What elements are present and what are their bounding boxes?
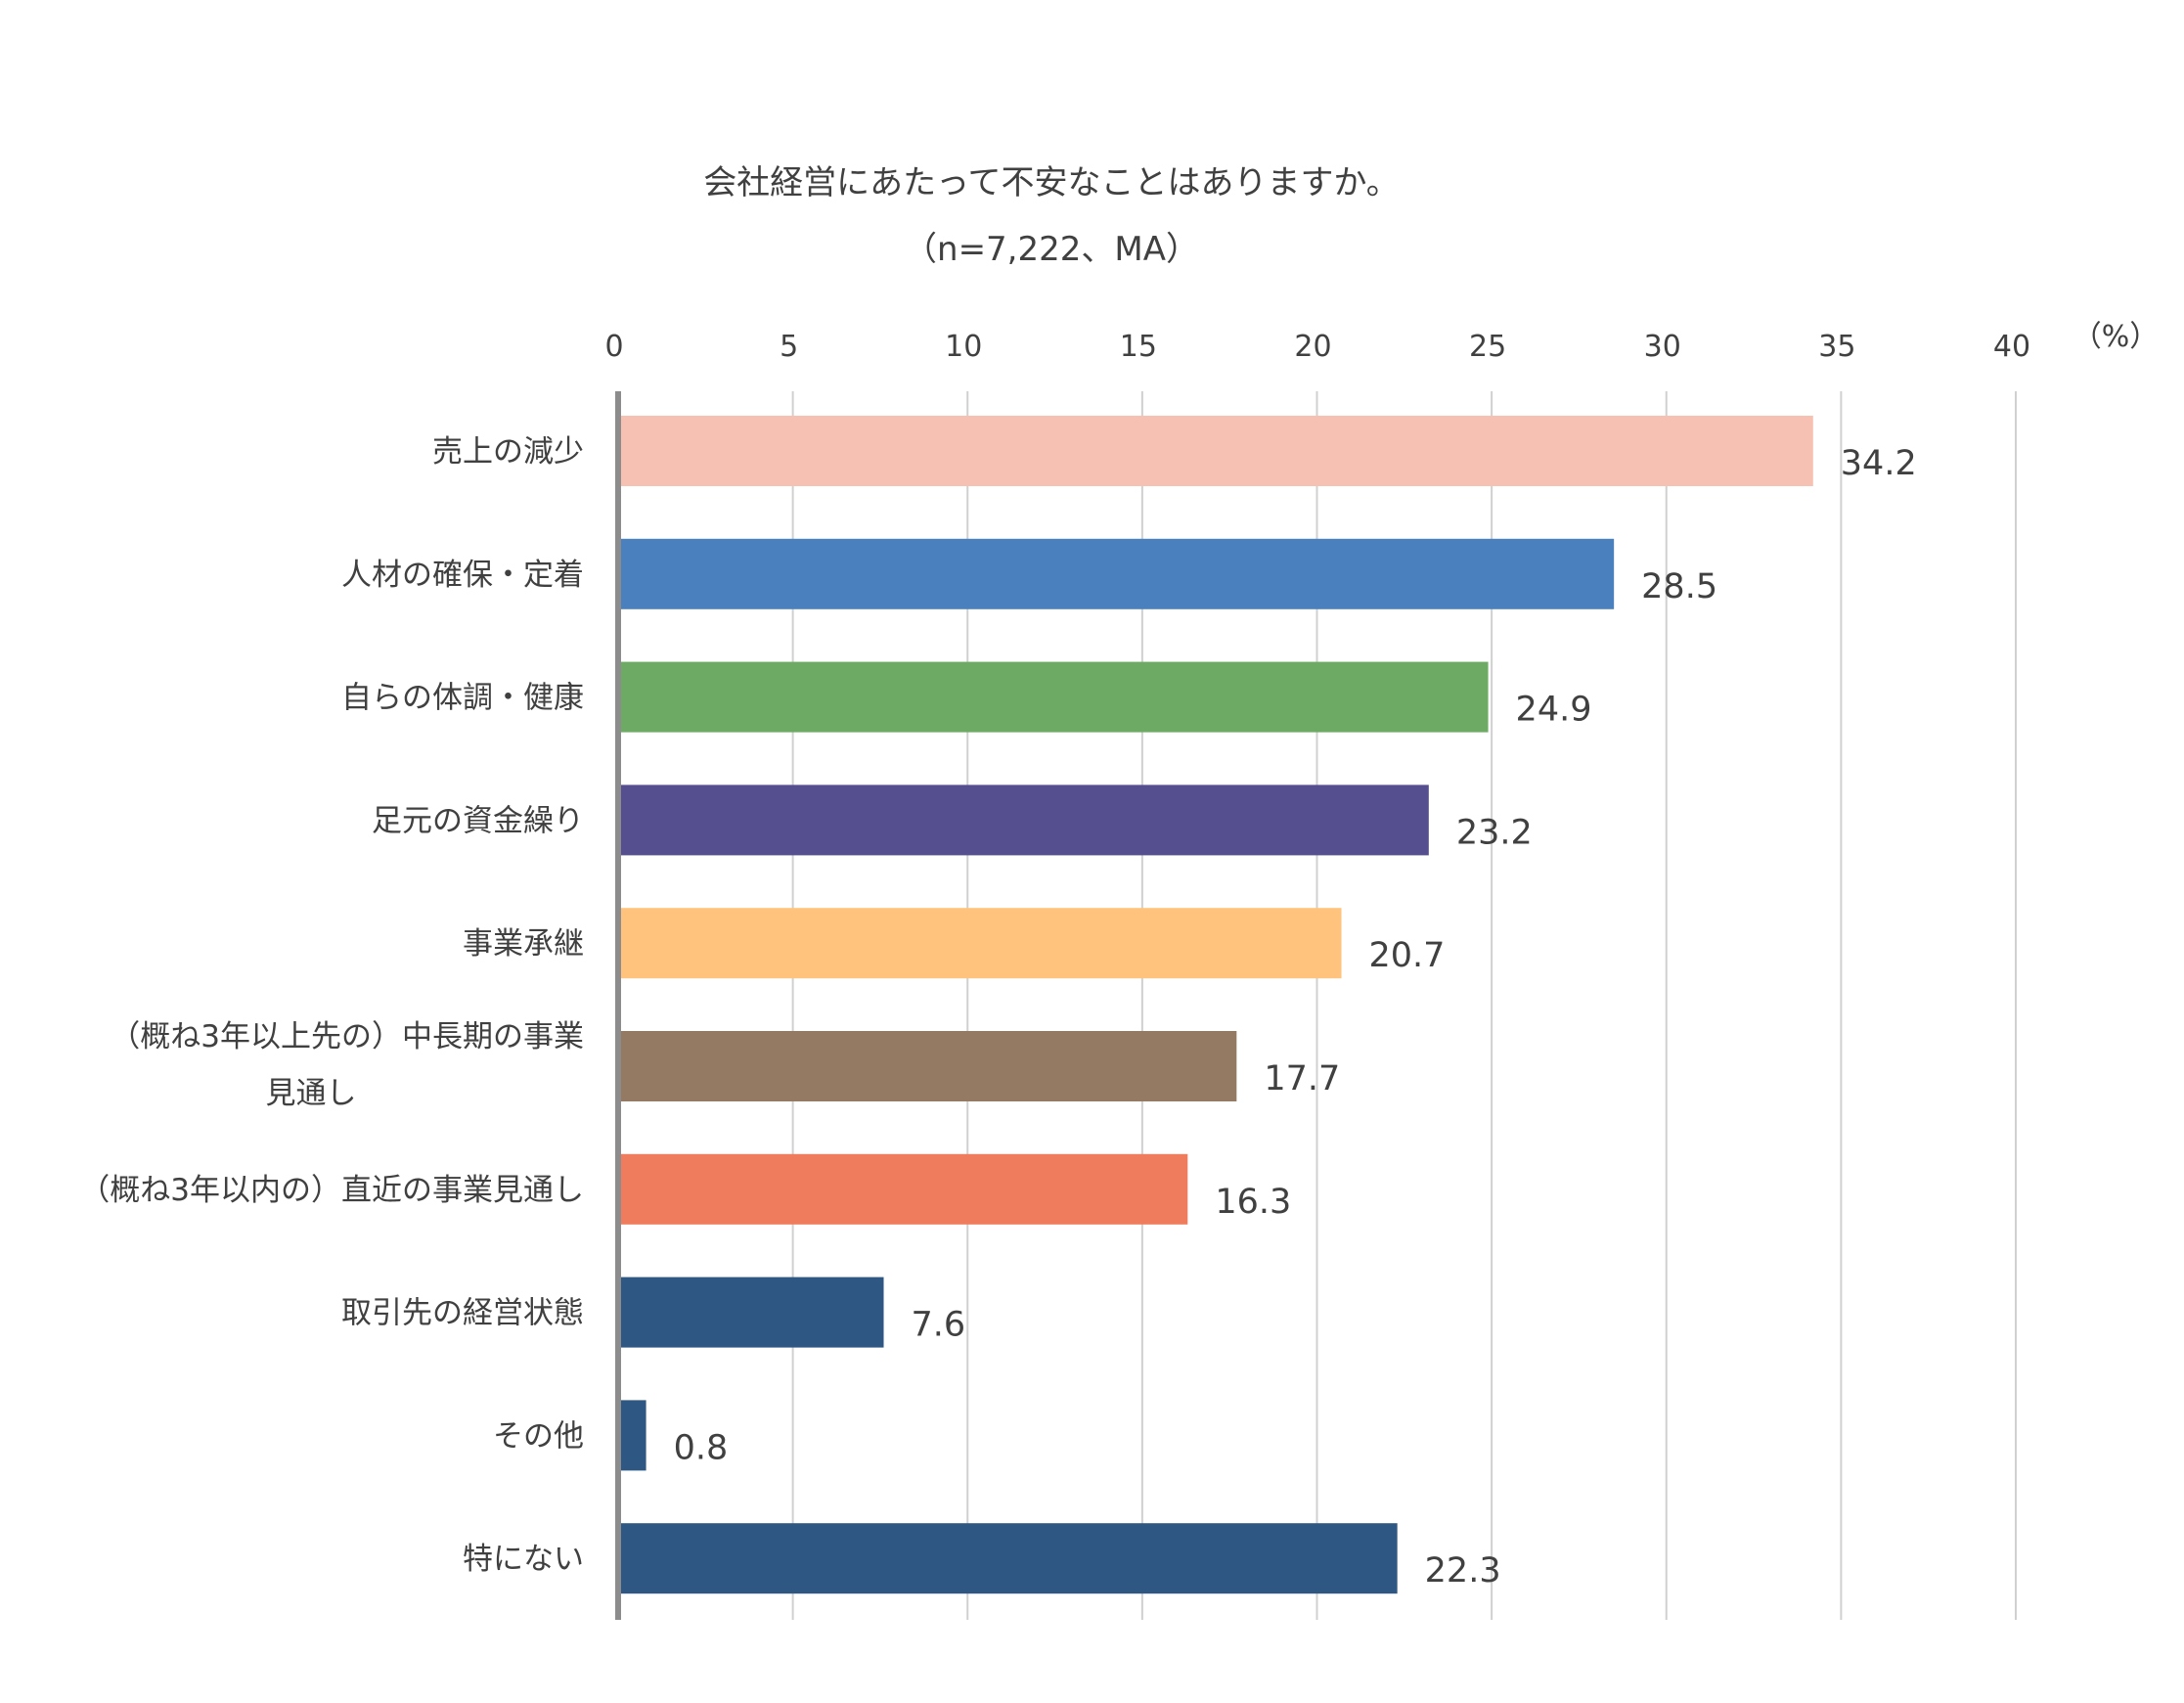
- category-label: 足元の資金繰り: [372, 803, 584, 838]
- bar: [621, 661, 1489, 733]
- x-tick-label: 20: [1294, 330, 1331, 364]
- value-label: 16.3: [1215, 1183, 1291, 1222]
- x-tick-label: 10: [945, 330, 982, 364]
- bar: [621, 416, 1813, 486]
- chart-title: 会社経営にあたって不安なことはありますか。: [703, 163, 1400, 202]
- value-label: 34.2: [1841, 444, 1917, 483]
- category-label: 売上の減少: [432, 434, 584, 470]
- category-label: 人材の確保・定着: [341, 558, 584, 593]
- category-label: 事業承継: [463, 926, 584, 962]
- x-tick-label: 35: [1818, 330, 1855, 364]
- category-label: （概ね3年以内の）直近の事業見通し: [79, 1173, 584, 1208]
- x-tick-label: 5: [780, 330, 798, 364]
- category-label: 見通し: [266, 1076, 357, 1111]
- x-tick-label: 0: [604, 330, 623, 364]
- value-label: 24.9: [1516, 691, 1592, 730]
- category-label: （概ね3年以上先の）中長期の事業: [110, 1019, 584, 1054]
- bar: [621, 908, 1342, 979]
- value-label: 20.7: [1369, 936, 1446, 975]
- value-label: 0.8: [674, 1428, 729, 1467]
- bar: [621, 1031, 1237, 1101]
- chart-subtitle: （n=7,222、MA）: [904, 230, 1199, 269]
- bar: [621, 1153, 1188, 1225]
- x-tick-label: 30: [1644, 330, 1681, 364]
- value-label: 22.3: [1425, 1551, 1501, 1591]
- x-tick-label: 40: [1993, 330, 2030, 364]
- category-label: 取引先の経営状態: [341, 1296, 584, 1331]
- category-label: 特にない: [463, 1542, 584, 1577]
- bar: [621, 1277, 884, 1348]
- category-label: その他: [493, 1418, 584, 1454]
- bar: [621, 1523, 1398, 1594]
- unit-label: （%）: [2073, 320, 2160, 354]
- value-label: 17.7: [1264, 1059, 1340, 1098]
- x-tick-label: 15: [1120, 330, 1157, 364]
- value-label: 7.6: [912, 1306, 966, 1345]
- bar: [621, 538, 1615, 609]
- x-tick-label: 25: [1469, 330, 1506, 364]
- bar: [621, 1400, 646, 1471]
- value-label: 28.5: [1641, 567, 1717, 606]
- value-label: 23.2: [1456, 813, 1533, 852]
- bar: [621, 784, 1429, 856]
- category-label: 自らの体調・健康: [341, 681, 584, 716]
